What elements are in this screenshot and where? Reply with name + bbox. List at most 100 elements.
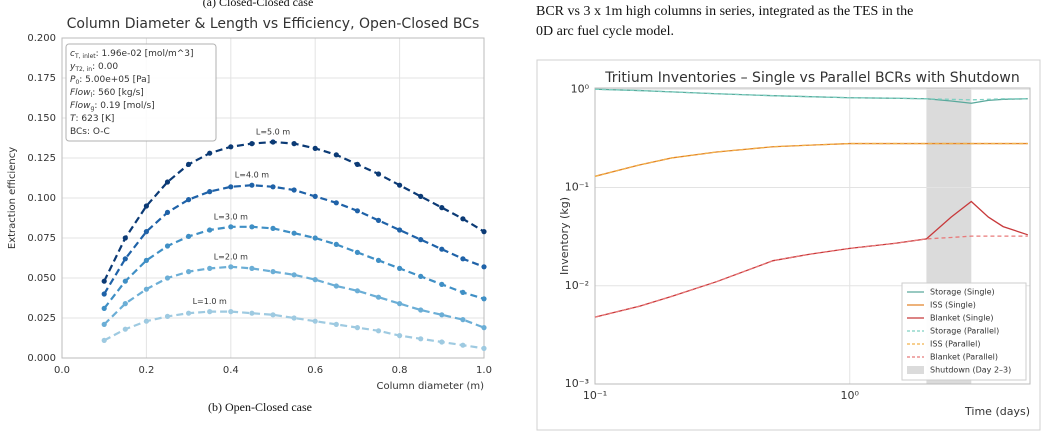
data-point — [270, 269, 276, 275]
info-subscript: g — [91, 105, 95, 112]
info-line: cT, inlet: 1.96e-02 [mol/m^3] — [70, 49, 194, 60]
info-symbol: T — [70, 114, 77, 124]
data-point — [439, 312, 445, 318]
data-point — [312, 277, 318, 283]
data-point — [439, 246, 445, 252]
data-point — [186, 197, 192, 203]
data-point — [439, 205, 445, 211]
x-tick-label: 0.6 — [307, 365, 323, 376]
info-symbol: y — [69, 62, 76, 72]
data-point — [249, 224, 255, 230]
data-point — [312, 145, 318, 151]
y-tick-label: 10⁻¹ — [565, 181, 589, 194]
data-point — [122, 235, 128, 241]
info-symbol: Flow — [70, 101, 91, 111]
data-point — [207, 227, 213, 233]
info-text: BCs: O-C — [70, 127, 110, 137]
info-line: Flowl: 560 [kg/s] — [70, 88, 144, 99]
data-point — [397, 301, 403, 307]
plot-frame — [61, 37, 485, 359]
y-tick-label: 0.100 — [27, 193, 56, 204]
data-point — [143, 286, 149, 292]
data-point — [207, 309, 213, 315]
data-point — [418, 273, 424, 279]
info-subscript: T2, in — [74, 66, 92, 73]
info-text: : 1.96e-02 [mol/m^3] — [96, 49, 194, 59]
data-point — [207, 189, 213, 195]
data-point — [375, 328, 382, 334]
info-line: BCs: O-C — [70, 127, 110, 137]
data-point — [291, 141, 297, 147]
data-point — [354, 161, 360, 167]
series-annotation: L=3.0 m — [214, 212, 248, 221]
data-point — [397, 265, 403, 271]
data-point — [270, 184, 276, 190]
data-point — [186, 161, 192, 167]
body-text: 0D arc fuel cycle model. — [536, 24, 674, 39]
data-point — [439, 281, 445, 287]
chart-title: Column Diameter & Length vs Efficiency, … — [67, 16, 480, 32]
data-point — [418, 336, 424, 342]
data-point — [439, 339, 445, 345]
data-point — [249, 182, 255, 188]
info-text: : 0.00 — [92, 62, 118, 72]
data-point — [249, 265, 255, 271]
data-point — [291, 187, 297, 193]
x-tick-label: 0.4 — [223, 365, 239, 376]
data-point — [333, 152, 339, 158]
info-symbol: Flow — [70, 88, 91, 98]
legend-label: Storage (Single) — [930, 288, 995, 297]
data-point — [418, 193, 424, 199]
info-line: T: 623 [K] — [70, 114, 114, 124]
series-line — [594, 235, 1028, 318]
data-point — [101, 305, 107, 311]
data-point — [228, 144, 234, 150]
figure-frame — [536, 59, 1041, 431]
data-point — [291, 230, 297, 236]
data-point — [228, 184, 234, 190]
data-point — [460, 216, 466, 222]
data-point — [481, 296, 487, 302]
data-point — [460, 317, 466, 323]
info-text: : 623 [K] — [76, 114, 115, 124]
legend-label: ISS (Single) — [930, 301, 976, 310]
data-point — [207, 150, 213, 156]
data-point — [354, 208, 360, 214]
data-point — [186, 233, 192, 239]
x-axis-label: Time (days) — [964, 405, 1030, 418]
data-point — [312, 318, 318, 324]
data-point — [143, 203, 149, 209]
data-point — [481, 345, 487, 351]
legend-label: ISS (Parallel) — [930, 340, 980, 349]
data-point — [228, 224, 234, 230]
info-text: : 0.19 [mol/s] — [94, 101, 154, 111]
info-subscript: 0 — [75, 79, 79, 86]
data-point — [397, 227, 403, 233]
data-point — [418, 237, 424, 243]
data-point — [375, 171, 382, 177]
data-point — [312, 193, 318, 199]
info-subscript: l — [91, 92, 93, 99]
data-point — [186, 269, 192, 275]
series-annotation: L=5.0 m — [256, 128, 290, 137]
data-point — [207, 265, 213, 271]
data-point — [460, 342, 466, 348]
y-tick-label: 10⁻² — [565, 279, 589, 292]
info-line: P0: 5.00e+05 [Pa] — [70, 75, 150, 86]
info-line: yT2, in: 0.00 — [69, 62, 118, 73]
y-tick-label: 10⁰ — [571, 82, 590, 95]
chart-title: Tritium Inventories – Single vs Parallel… — [604, 70, 1019, 86]
y-tick-label: 0.075 — [27, 233, 56, 244]
y-tick-label: 0.000 — [27, 353, 56, 364]
y-tick-label: 10⁻³ — [565, 377, 589, 390]
x-axis-label: Column diameter (m) — [376, 381, 484, 392]
series-annotation: L=4.0 m — [235, 171, 269, 180]
info-box — [65, 43, 217, 142]
data-point — [291, 315, 297, 321]
legend-label: Shutdown (Day 2–3) — [930, 366, 1011, 375]
legend-label: Blanket (Single) — [930, 314, 993, 323]
info-subscript: T, inlet — [74, 53, 96, 60]
body-text: BCR vs 3 x 1m high columns in series, in… — [536, 4, 913, 19]
y-tick-label: 0.050 — [27, 273, 56, 284]
data-point — [375, 217, 382, 223]
